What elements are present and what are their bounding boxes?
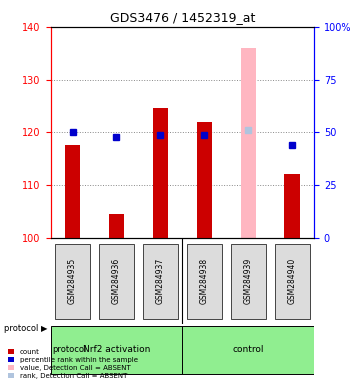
FancyBboxPatch shape — [51, 326, 182, 374]
Text: control: control — [232, 346, 264, 354]
FancyBboxPatch shape — [231, 243, 266, 319]
Text: Nrf2 activation: Nrf2 activation — [83, 346, 150, 354]
Text: GSM284936: GSM284936 — [112, 257, 121, 304]
FancyBboxPatch shape — [274, 243, 310, 319]
Text: GSM284939: GSM284939 — [244, 257, 253, 304]
FancyBboxPatch shape — [55, 243, 90, 319]
Text: GSM284938: GSM284938 — [200, 258, 209, 304]
Text: GSM284940: GSM284940 — [288, 257, 297, 304]
Legend: count, percentile rank within the sample, value, Detection Call = ABSENT, rank, : count, percentile rank within the sample… — [7, 347, 139, 381]
Bar — [197, 122, 212, 237]
Text: GSM284937: GSM284937 — [156, 257, 165, 304]
FancyBboxPatch shape — [143, 243, 178, 319]
Bar — [284, 174, 300, 237]
FancyBboxPatch shape — [99, 243, 134, 319]
Bar — [153, 109, 168, 237]
FancyBboxPatch shape — [187, 243, 222, 319]
Bar — [109, 214, 124, 237]
Text: protocol ▶: protocol ▶ — [4, 324, 47, 333]
Title: GDS3476 / 1452319_at: GDS3476 / 1452319_at — [110, 11, 255, 24]
Bar — [65, 146, 80, 237]
Text: protocol: protocol — [53, 346, 87, 354]
Text: GSM284935: GSM284935 — [68, 257, 77, 304]
Bar — [240, 48, 256, 237]
FancyBboxPatch shape — [182, 326, 314, 374]
